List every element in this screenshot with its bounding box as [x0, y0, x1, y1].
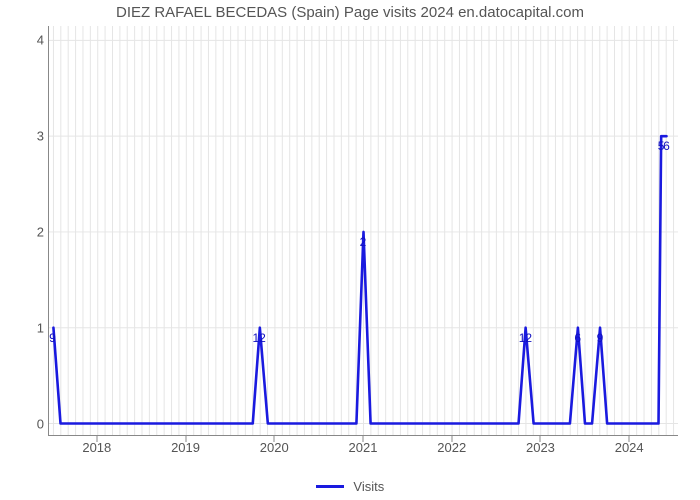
- plot-area: [48, 26, 678, 436]
- x-tick-mark: [540, 436, 541, 442]
- x-tick-mark: [363, 436, 364, 442]
- line-series: [49, 26, 678, 435]
- legend: Visits: [0, 478, 700, 494]
- y-tick-label: 0: [4, 417, 44, 432]
- legend-swatch: [316, 485, 344, 488]
- y-tick-label: 3: [4, 129, 44, 144]
- y-tick-label: 1: [4, 321, 44, 336]
- x-tick-mark: [451, 436, 452, 442]
- x-tick-mark: [96, 436, 97, 442]
- x-tick-label: 2020: [260, 440, 289, 455]
- point-label: 12: [252, 331, 265, 345]
- x-tick-mark: [185, 436, 186, 442]
- x-tick-mark: [629, 436, 630, 442]
- legend-label: Visits: [353, 479, 384, 494]
- chart-container: DIEZ RAFAEL BECEDAS (Spain) Page visits …: [0, 0, 700, 500]
- y-tick-label: 4: [4, 33, 44, 48]
- point-label: 6: [663, 139, 670, 153]
- x-tick-mark: [274, 436, 275, 442]
- chart-title: DIEZ RAFAEL BECEDAS (Spain) Page visits …: [0, 4, 700, 21]
- x-tick-label: 2024: [615, 440, 644, 455]
- y-tick-label: 2: [4, 225, 44, 240]
- point-label: 9: [597, 331, 604, 345]
- point-label: 9: [49, 331, 56, 345]
- point-label: 2: [360, 235, 367, 249]
- point-label: 6: [574, 331, 581, 345]
- x-tick-label: 2022: [437, 440, 466, 455]
- point-label: 12: [519, 331, 532, 345]
- x-tick-label: 2018: [82, 440, 111, 455]
- x-tick-label: 2019: [171, 440, 200, 455]
- x-tick-label: 2023: [526, 440, 555, 455]
- x-tick-label: 2021: [349, 440, 378, 455]
